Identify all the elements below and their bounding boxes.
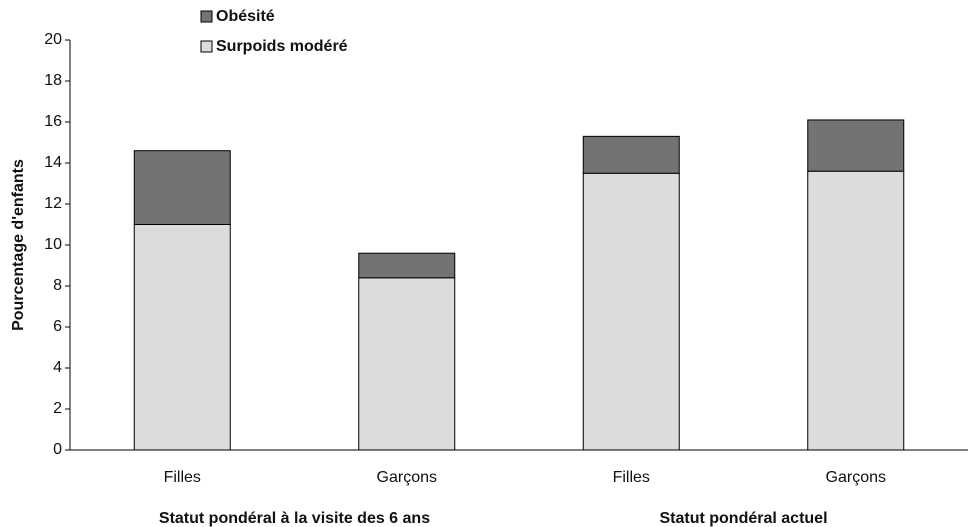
y-tick-label: 16 bbox=[44, 113, 62, 130]
legend-label: Surpoids modéré bbox=[216, 38, 348, 55]
y-tick-label: 2 bbox=[53, 400, 62, 417]
bar-segment bbox=[582, 172, 680, 451]
y-tick-label: 18 bbox=[44, 72, 62, 89]
group-label: Statut pondéral actuel bbox=[659, 510, 827, 527]
bar-segment bbox=[807, 170, 905, 451]
legend-swatch bbox=[200, 40, 213, 53]
bar-segment bbox=[133, 150, 231, 225]
y-tick-label: 4 bbox=[53, 359, 62, 376]
bar-segment bbox=[807, 119, 905, 172]
legend-label: Obésité bbox=[216, 8, 275, 25]
x-tick-label: Filles bbox=[613, 469, 650, 486]
bar-segment bbox=[358, 252, 456, 279]
x-tick-label: Garçons bbox=[377, 469, 437, 486]
y-tick-label: 8 bbox=[53, 277, 62, 294]
x-tick-label: Garçons bbox=[826, 469, 886, 486]
y-tick-label: 14 bbox=[44, 154, 62, 171]
bar-segment bbox=[133, 224, 231, 451]
group-label: Statut pondéral à la visite des 6 ans bbox=[159, 510, 430, 527]
y-tick-label: 6 bbox=[53, 318, 62, 335]
y-tick-label: 10 bbox=[44, 236, 62, 253]
y-axis-title: Pourcentage d'enfants bbox=[10, 159, 27, 331]
y-tick-label: 12 bbox=[44, 195, 62, 212]
legend-swatch bbox=[200, 10, 213, 23]
bar-segment bbox=[582, 135, 680, 174]
x-tick-label: Filles bbox=[164, 469, 201, 486]
y-tick-label: 0 bbox=[53, 441, 62, 458]
bar-segment bbox=[358, 277, 456, 451]
y-tick-label: 20 bbox=[44, 31, 62, 48]
